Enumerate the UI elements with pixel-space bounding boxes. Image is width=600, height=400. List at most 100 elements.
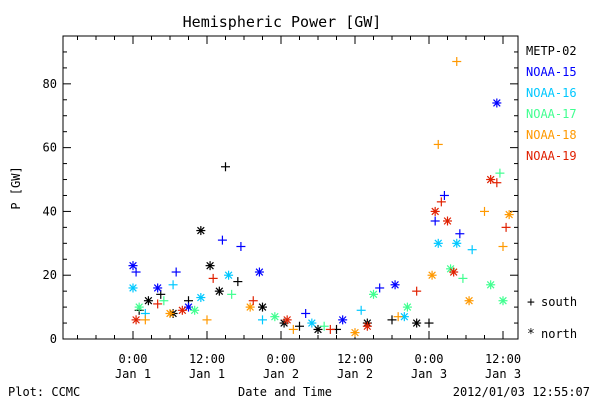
north-point xyxy=(427,270,437,280)
chart-title: Hemispheric Power [GW] xyxy=(183,13,382,31)
north-point xyxy=(134,302,144,312)
north-point xyxy=(390,280,400,290)
south-point xyxy=(217,235,227,245)
north-point xyxy=(214,286,224,296)
north-point xyxy=(143,296,153,306)
south-point xyxy=(202,315,212,325)
north-point xyxy=(282,315,292,325)
south-point xyxy=(480,206,489,216)
legend-series-label: METP-02 xyxy=(526,44,577,58)
north-point xyxy=(128,283,138,293)
north-point xyxy=(486,280,496,290)
x-axis-label: Date and Time xyxy=(238,385,332,399)
south-point xyxy=(236,242,246,252)
north-point xyxy=(412,318,422,328)
south-point xyxy=(288,324,298,334)
x-tick-label-date: Jan 2 xyxy=(263,367,299,381)
south-point xyxy=(208,273,218,283)
plot-frame xyxy=(62,35,519,340)
north-point xyxy=(338,315,348,325)
north-point xyxy=(443,216,452,226)
south-point xyxy=(452,57,462,67)
north-point xyxy=(350,328,360,338)
north-point xyxy=(498,296,508,306)
south-point xyxy=(455,229,465,239)
south-point xyxy=(295,321,304,331)
y-tick-label: 60 xyxy=(43,141,57,155)
north-point xyxy=(430,206,440,216)
south-point xyxy=(140,315,150,325)
south-point xyxy=(301,308,311,318)
x-tick-label-date: Jan 1 xyxy=(189,367,225,381)
south-point xyxy=(221,162,230,172)
north-point xyxy=(369,289,378,299)
north-point xyxy=(504,210,514,220)
legend-series-label: NOAA-15 xyxy=(526,65,577,79)
legend-marker-symbol: + xyxy=(527,295,535,310)
north-point xyxy=(452,238,462,248)
y-tick-label: 40 xyxy=(43,204,57,218)
north-point xyxy=(402,302,412,312)
south-point xyxy=(412,286,422,296)
south-point xyxy=(430,216,440,226)
north-point xyxy=(433,238,443,248)
legend-marker-label: south xyxy=(541,295,577,309)
south-point xyxy=(467,245,477,255)
legend-series-label: NOAA-17 xyxy=(526,107,577,121)
south-point xyxy=(492,178,502,188)
y-tick-label: 20 xyxy=(43,268,57,282)
south-point xyxy=(393,312,403,322)
x-tick-label-date: Jan 3 xyxy=(411,367,447,381)
north-point xyxy=(245,302,255,312)
south-point xyxy=(436,197,446,207)
south-point xyxy=(424,318,434,328)
north-point xyxy=(258,302,267,312)
south-point xyxy=(356,305,366,315)
x-tick-label-date: Jan 1 xyxy=(115,367,151,381)
north-point xyxy=(270,312,280,322)
x-tick-label-time: 0:00 xyxy=(415,352,444,366)
north-point xyxy=(492,98,502,108)
south-point xyxy=(458,273,468,283)
north-point xyxy=(165,308,175,318)
legend-series-label: NOAA-18 xyxy=(526,128,577,142)
south-point xyxy=(375,283,385,293)
north-point xyxy=(190,305,200,315)
legend-series-label: NOAA-16 xyxy=(526,86,577,100)
legend: METP-02 NOAA-15 NOAA-16 NOAA-17 NOAA-18 NOAA-… xyxy=(526,44,577,342)
south-point xyxy=(168,280,178,290)
north-point xyxy=(153,283,163,293)
data-points xyxy=(128,57,514,338)
y-axis: 0 20 40 60 80 xyxy=(43,51,518,346)
x-tick-label-date: Jan 2 xyxy=(337,367,373,381)
south-point xyxy=(501,222,511,232)
south-point xyxy=(171,267,181,277)
south-point xyxy=(131,267,141,277)
south-point xyxy=(233,277,243,287)
north-point xyxy=(307,318,317,328)
north-point xyxy=(449,267,459,277)
north-point xyxy=(362,321,372,331)
south-point xyxy=(433,139,443,149)
south-point xyxy=(325,324,335,334)
legend-marker-symbol: * xyxy=(527,327,535,342)
north-point xyxy=(486,175,496,185)
south-point xyxy=(258,315,267,325)
y-tick-label: 0 xyxy=(50,332,57,346)
north-point xyxy=(196,293,206,303)
north-point xyxy=(224,270,234,280)
footer-timestamp: 2012/01/03 12:55:07 xyxy=(453,385,590,399)
north-point xyxy=(464,296,474,306)
south-point xyxy=(387,315,397,325)
south-point xyxy=(153,299,163,309)
north-point xyxy=(131,315,141,325)
y-axis-label: P [GW] xyxy=(9,166,23,209)
south-point xyxy=(498,242,508,252)
x-tick-label-time: 0:00 xyxy=(267,352,296,366)
x-tick-label-time: 12:00 xyxy=(485,352,521,366)
legend-marker-label: north xyxy=(541,327,577,341)
north-point xyxy=(177,305,187,315)
south-point xyxy=(248,296,258,306)
